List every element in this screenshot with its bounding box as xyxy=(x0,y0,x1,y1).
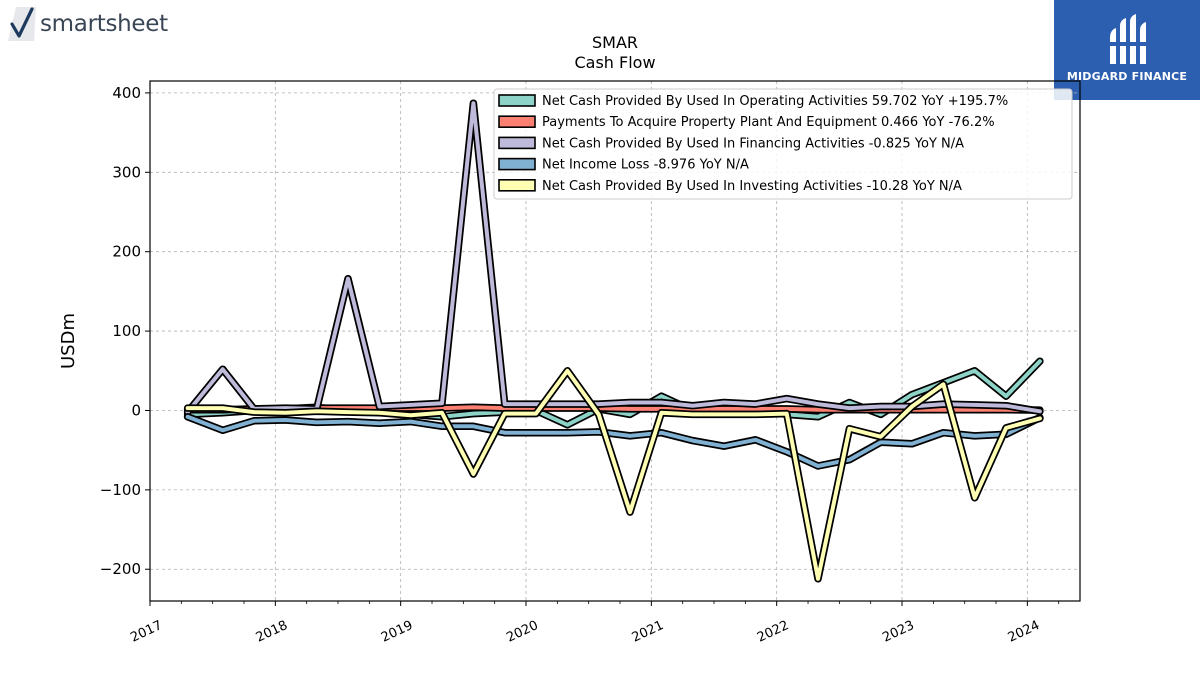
y-tick-label: 400 xyxy=(112,84,141,102)
chart-subtitle: Cash Flow xyxy=(574,53,655,72)
y-tick-label: 100 xyxy=(112,322,141,340)
legend-swatch xyxy=(498,179,536,192)
midgard-monogram-icon xyxy=(1108,14,1148,64)
legend-swatch xyxy=(498,157,536,171)
x-axis: 2017 2018 2019 2020 2021 2022 2023 2024 xyxy=(128,601,1060,646)
y-axis: 400 300 200 100 0 −100 −200 xyxy=(100,84,150,578)
x-tick-label: 2019 xyxy=(379,618,415,646)
legend-swatch xyxy=(498,136,536,150)
x-tick-label: 2020 xyxy=(504,618,540,646)
legend-label: Net Cash Provided By Used In Financing A… xyxy=(542,136,964,151)
y-tick-label: −100 xyxy=(100,481,141,499)
x-tick-label: 2018 xyxy=(254,618,290,646)
x-tick-label: 2024 xyxy=(1006,618,1042,646)
checkmark-icon xyxy=(8,7,36,41)
x-tick-label: 2017 xyxy=(128,618,164,646)
y-tick-label: −200 xyxy=(100,560,141,578)
x-tick-label: 2021 xyxy=(630,618,666,646)
legend-label: Net Cash Provided By Used In Investing A… xyxy=(542,179,962,194)
chart-title: SMAR xyxy=(592,33,638,52)
legend-label: Net Cash Provided By Used In Operating A… xyxy=(542,94,1008,109)
series-5 xyxy=(183,367,1044,583)
series-layer xyxy=(183,99,1044,583)
y-axis-label: USDm xyxy=(58,313,79,369)
legend-label: Payments To Acquire Property Plant And E… xyxy=(542,115,995,130)
series-1 xyxy=(183,357,1044,429)
y-tick-label: 300 xyxy=(112,163,141,181)
series-line xyxy=(185,414,1042,468)
plot-frame xyxy=(149,80,1081,602)
midgard-finance-wordmark: MIDGARD FINANCE xyxy=(1066,70,1188,83)
legend: Net Cash Provided By Used In Operating A… xyxy=(493,88,1073,200)
smartsheet-logo: smartsheet xyxy=(6,4,186,44)
midgard-finance-logo: MIDGARD FINANCE xyxy=(1054,0,1200,100)
smartsheet-wordmark: smartsheet xyxy=(40,11,168,37)
y-tick-label: 0 xyxy=(131,401,141,419)
y-tick-label: 200 xyxy=(112,243,141,261)
series-4 xyxy=(183,413,1044,470)
series-line xyxy=(185,368,1042,581)
legend-swatch xyxy=(498,94,536,107)
legend-label: Net Income Loss -8.976 YoY N/A xyxy=(542,158,749,173)
legend-swatch xyxy=(498,115,536,128)
series-line xyxy=(185,101,1042,415)
x-tick-label: 2022 xyxy=(755,618,791,646)
x-tick-label: 2023 xyxy=(880,618,916,646)
legend-box xyxy=(493,88,1073,200)
series-3 xyxy=(183,99,1044,416)
